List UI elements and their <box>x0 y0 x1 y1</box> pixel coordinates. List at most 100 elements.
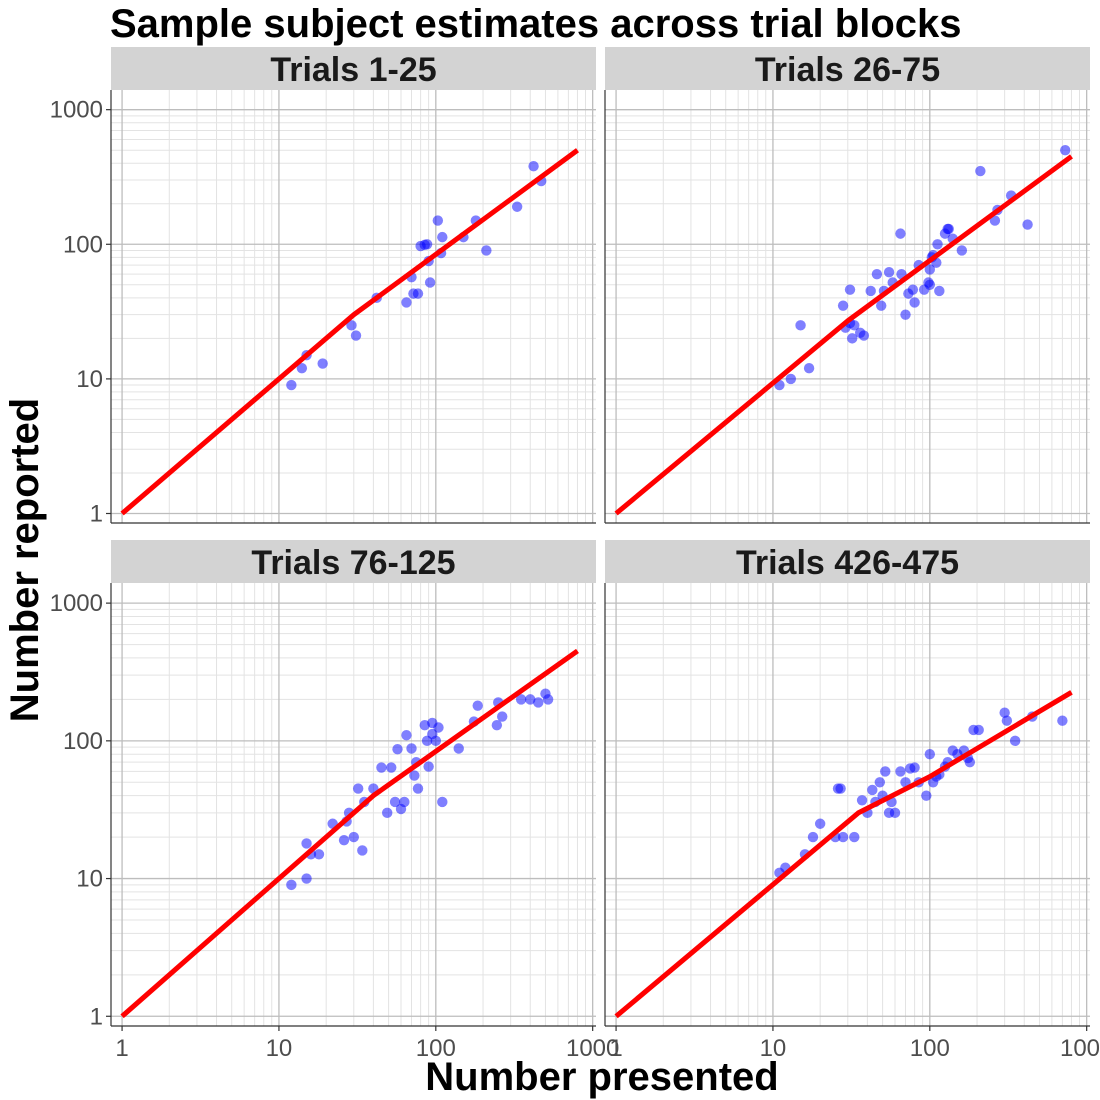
data-point <box>895 228 906 239</box>
data-point <box>286 879 297 891</box>
data-point <box>424 277 436 288</box>
data-point <box>481 245 492 256</box>
data-point <box>348 831 359 843</box>
data-point <box>924 264 936 275</box>
data-point <box>346 320 357 331</box>
data-point <box>1009 735 1021 747</box>
data-point <box>491 719 503 731</box>
data-point <box>317 358 328 369</box>
data-point <box>392 743 403 755</box>
data-point <box>382 807 393 819</box>
chart-title: Sample subject estimates across trial bl… <box>110 2 962 46</box>
data-point <box>858 330 870 341</box>
data-point <box>900 309 911 320</box>
data-point <box>844 284 856 295</box>
data-point <box>795 320 806 331</box>
data-point <box>876 300 887 311</box>
y-tick-label: 100 <box>63 728 103 755</box>
y-tick-label: 1 <box>90 500 103 527</box>
data-point <box>453 743 464 754</box>
data-point <box>421 239 433 250</box>
data-point <box>528 161 539 172</box>
fit-line <box>614 154 1073 516</box>
data-point <box>837 831 849 843</box>
panels: Trials 1-25 1 10 100 1000 Trials 26-75 Trials … <box>50 47 1100 1062</box>
data-point <box>296 363 308 374</box>
data-point <box>835 783 846 794</box>
strip-label: Trials 76-125 <box>251 544 455 582</box>
data-point <box>433 722 444 733</box>
x-tick-label: 100 <box>416 1035 456 1062</box>
data-point <box>313 849 325 860</box>
panel-2: Trials 26-75 <box>604 47 1090 524</box>
data-point <box>389 796 401 808</box>
data-point <box>889 807 901 819</box>
y-tick-label: 1000 <box>50 97 103 124</box>
data-point <box>973 724 984 736</box>
data-point <box>399 796 410 808</box>
data-point <box>542 694 554 705</box>
data-point <box>943 223 954 235</box>
data-point <box>989 215 1001 226</box>
strip-background <box>605 47 1090 90</box>
data-point <box>814 818 826 829</box>
data-point <box>856 795 868 806</box>
data-point <box>785 373 797 385</box>
data-point <box>865 285 876 297</box>
data-point <box>401 297 412 308</box>
data-point <box>883 267 895 278</box>
data-point <box>386 762 397 773</box>
strip-label: Trials 1-25 <box>270 51 436 89</box>
data-point <box>846 333 858 344</box>
panel-4: Trials 426-475 1 10 100 1000 <box>604 540 1100 1062</box>
x-tick-label: 10 <box>266 1035 293 1062</box>
data-point <box>964 756 976 768</box>
data-point <box>533 697 544 708</box>
data-point <box>376 762 387 773</box>
data-point <box>1060 144 1071 156</box>
data-point <box>874 777 886 788</box>
y-tick-label: 100 <box>63 231 103 258</box>
panel-1: Trials 1-25 1 10 100 1000 <box>50 47 596 527</box>
y-tick-label: 1000 <box>50 590 103 617</box>
data-point <box>934 285 945 297</box>
data-point <box>1022 219 1033 230</box>
y-tick-label: 10 <box>76 366 103 393</box>
fit-line <box>120 648 579 1019</box>
fit-line <box>614 690 1073 1019</box>
data-point <box>807 831 819 843</box>
data-point <box>909 297 920 308</box>
data-point <box>338 834 350 846</box>
data-point <box>956 245 968 256</box>
data-point <box>412 783 424 794</box>
data-point <box>932 239 943 250</box>
strip-label: Trials 426-475 <box>736 544 959 582</box>
data-point <box>511 201 523 212</box>
x-axis-title: Number presented <box>425 1055 778 1099</box>
y-tick-label: 10 <box>76 866 103 893</box>
data-point <box>423 761 434 772</box>
data-point <box>352 783 364 794</box>
data-point <box>472 700 483 711</box>
data-point <box>286 379 297 391</box>
data-point <box>401 729 412 741</box>
data-point <box>895 766 906 777</box>
data-point <box>909 762 920 773</box>
data-point <box>849 320 860 331</box>
y-tick-label: 1 <box>90 1003 103 1030</box>
data-point <box>837 300 849 311</box>
data-point <box>301 873 312 884</box>
data-point <box>412 288 424 299</box>
data-point <box>301 838 312 849</box>
x-tick-label: 1000 <box>566 1035 619 1062</box>
data-point <box>430 735 442 747</box>
data-point <box>350 330 362 341</box>
data-point <box>515 694 527 705</box>
data-point <box>525 694 536 705</box>
data-point <box>432 215 444 226</box>
strip-label: Trials 26-75 <box>755 51 940 89</box>
data-point <box>497 711 508 722</box>
data-point <box>867 784 878 796</box>
